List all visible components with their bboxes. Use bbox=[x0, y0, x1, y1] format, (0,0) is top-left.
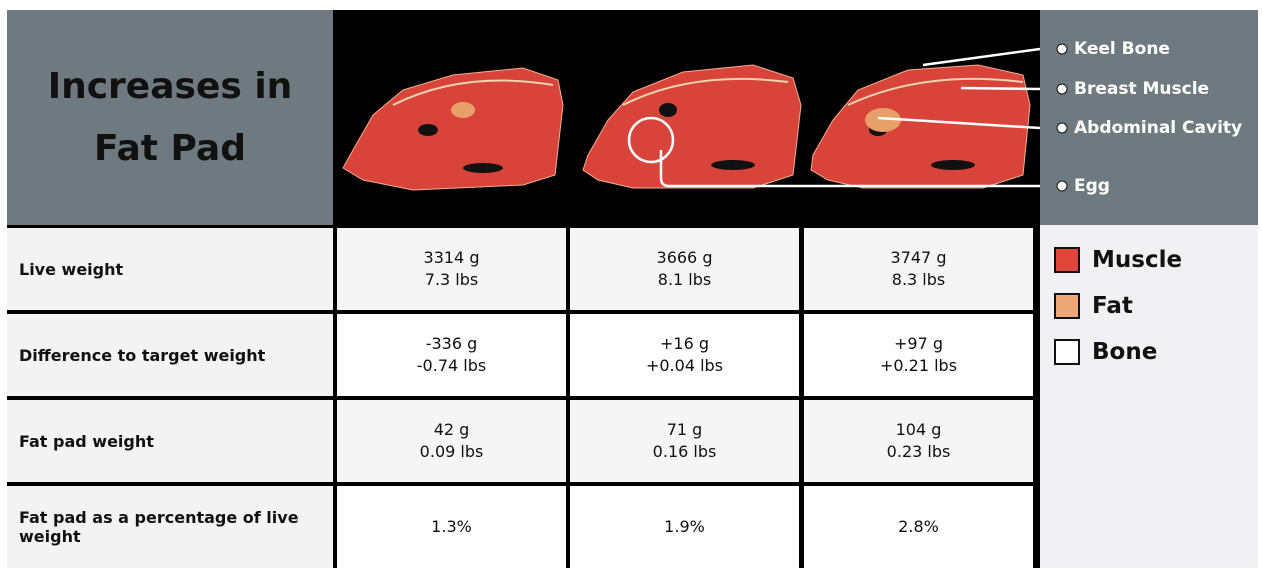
value-cell: 2.8% bbox=[804, 486, 1033, 568]
legend: Muscle Fat Bone bbox=[1040, 225, 1258, 568]
row-label: Live weight bbox=[7, 228, 333, 310]
value-line: 1.9% bbox=[664, 517, 705, 536]
legend-item: Bone bbox=[1054, 339, 1157, 365]
title-line: Fat Pad bbox=[94, 127, 246, 169]
value-line: +0.04 lbs bbox=[645, 356, 724, 375]
value-cell: 3666 g 8.1 lbs bbox=[570, 228, 799, 310]
value-line: +0.21 lbs bbox=[879, 356, 958, 375]
value-cell: 1.3% bbox=[337, 486, 566, 568]
value-line: -336 g bbox=[425, 334, 478, 353]
legend-label: Muscle bbox=[1092, 247, 1183, 273]
row-label: Fat pad as a percentage of live weight bbox=[7, 486, 333, 568]
value-line: 2.8% bbox=[898, 517, 939, 536]
value-line: 7.3 lbs bbox=[424, 270, 479, 289]
value-line: 104 g bbox=[895, 420, 942, 439]
callout-dots bbox=[1056, 43, 1068, 192]
value-cell: 42 g 0.09 lbs bbox=[337, 400, 566, 482]
value-cell: 71 g 0.16 lbs bbox=[570, 400, 799, 482]
value-line: 42 g bbox=[433, 420, 470, 439]
row-label: Fat pad weight bbox=[7, 400, 333, 482]
value-line: 0.16 lbs bbox=[652, 442, 717, 461]
value-cell: +16 g +0.04 lbs bbox=[570, 314, 799, 396]
legend-swatch bbox=[1054, 293, 1080, 319]
callout-label: Egg bbox=[1074, 176, 1110, 196]
infographic: Increases in Fat Pad Keel Bone bbox=[7, 10, 1258, 568]
value-cell: +97 g +0.21 lbs bbox=[804, 314, 1033, 396]
callout-label: Keel Bone bbox=[1074, 39, 1170, 59]
callout-label: Abdominal Cavity bbox=[1074, 118, 1243, 138]
value-cell: 104 g 0.23 lbs bbox=[804, 400, 1033, 482]
legend-swatch bbox=[1054, 339, 1080, 365]
value-line: 3666 g bbox=[656, 248, 713, 267]
value-line: +97 g bbox=[893, 334, 943, 353]
value-line: 0.09 lbs bbox=[419, 442, 484, 461]
value-line: 71 g bbox=[666, 420, 703, 439]
value-cell: 1.9% bbox=[570, 486, 799, 568]
legend-label: Fat bbox=[1092, 293, 1133, 319]
value-line: 3314 g bbox=[423, 248, 480, 267]
value-line: +16 g bbox=[659, 334, 709, 353]
legend-item: Fat bbox=[1054, 293, 1133, 319]
value-cell: 3747 g 8.3 lbs bbox=[804, 228, 1033, 310]
row-label: Difference to target weight bbox=[7, 314, 333, 396]
callout-label: Breast Muscle bbox=[1074, 79, 1210, 99]
legend-item: Muscle bbox=[1054, 247, 1182, 273]
value-line: 8.1 lbs bbox=[657, 270, 712, 289]
title-line: Increases in bbox=[47, 65, 293, 107]
value-cell: 3314 g 7.3 lbs bbox=[337, 228, 566, 310]
value-line: 1.3% bbox=[431, 517, 472, 536]
value-line: 3747 g bbox=[890, 248, 947, 267]
value-line: -0.74 lbs bbox=[416, 356, 487, 375]
value-line: 0.23 lbs bbox=[886, 442, 951, 461]
value-cell: -336 g -0.74 lbs bbox=[337, 314, 566, 396]
legend-label: Bone bbox=[1092, 339, 1158, 365]
title: Increases in Fat Pad bbox=[7, 10, 333, 225]
callout-panel: Keel Bone Breast Muscle Abdominal Cavity… bbox=[1040, 10, 1258, 225]
legend-swatch bbox=[1054, 247, 1080, 273]
cross-section-images bbox=[342, 47, 1040, 191]
value-line: 8.3 lbs bbox=[891, 270, 946, 289]
